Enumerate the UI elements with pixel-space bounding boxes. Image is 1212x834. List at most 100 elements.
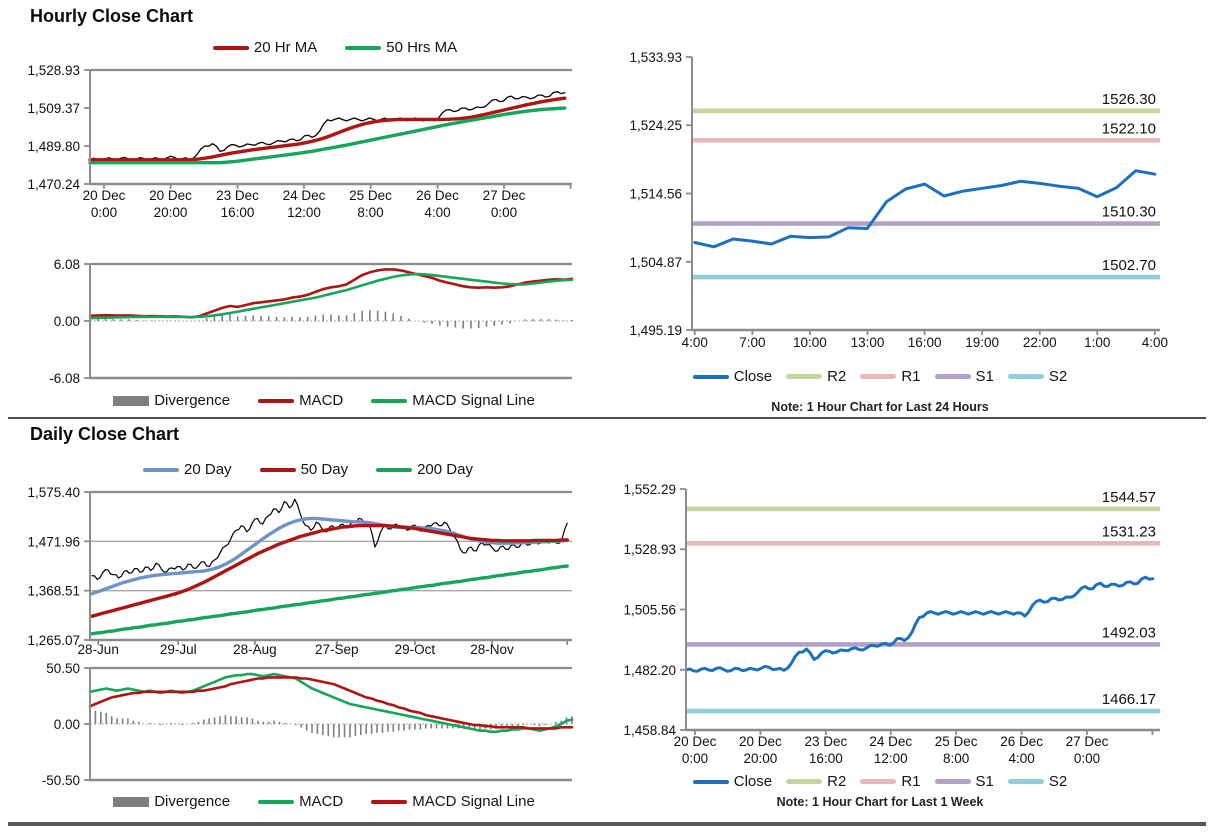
svg-text:7:00: 7:00 (739, 335, 765, 350)
legend-label: 20 Day (184, 461, 232, 478)
macd-swatch-icon (258, 799, 295, 804)
section-divider (8, 417, 1206, 419)
legend-label: R2 (827, 368, 847, 385)
legend-label: R2 (827, 773, 847, 790)
svg-text:16:00: 16:00 (221, 205, 255, 220)
daily-ma-legend: 20 Day 50 Day 200 Day (88, 461, 528, 478)
svg-text:1,489.80: 1,489.80 (27, 139, 80, 154)
svg-text:23 Dec: 23 Dec (804, 734, 847, 749)
legend-item: 20 Day (143, 461, 232, 478)
legend-label: MACD (299, 392, 344, 409)
svg-text:1,482.20: 1,482.20 (623, 663, 676, 678)
legend-item: Close (692, 773, 772, 790)
legend-item: R2 (786, 773, 846, 790)
ma20day-swatch-icon (143, 467, 180, 472)
svg-text:27-Sep: 27-Sep (315, 642, 359, 657)
svg-text:1,524.25: 1,524.25 (629, 118, 682, 133)
legend-item: 50 Day (259, 461, 349, 478)
s1-swatch-icon (934, 374, 971, 379)
svg-text:6.08: 6.08 (54, 257, 80, 272)
legend-item: Close (692, 368, 772, 385)
svg-text:23 Dec: 23 Dec (216, 188, 259, 203)
svg-text:1,505.56: 1,505.56 (623, 603, 676, 618)
r1-swatch-icon (860, 779, 897, 784)
svg-text:4:00: 4:00 (424, 205, 450, 220)
svg-text:12:00: 12:00 (874, 751, 908, 766)
legend-item: MACD Signal Line (371, 793, 535, 810)
legend-item: R2 (786, 368, 846, 385)
legend-item: R1 (860, 368, 921, 385)
legend-label: S1 (975, 773, 994, 790)
svg-text:1,552.29: 1,552.29 (623, 482, 676, 497)
legend-label: S2 (1048, 368, 1068, 385)
svg-text:26 Dec: 26 Dec (416, 188, 459, 203)
svg-text:1,509.37: 1,509.37 (27, 101, 80, 116)
svg-text:0.00: 0.00 (54, 314, 80, 329)
legend-label: MACD Signal Line (412, 793, 535, 810)
s1-swatch-icon (934, 779, 971, 784)
svg-text:1:00: 1:00 (1084, 335, 1110, 350)
svg-text:50.50: 50.50 (46, 661, 80, 676)
svg-text:0:00: 0:00 (1074, 751, 1100, 766)
svg-text:20:00: 20:00 (154, 205, 188, 220)
svg-text:1502.70: 1502.70 (1102, 257, 1156, 274)
hourly-macd-chart: 6.08 0.00 -6.08 (49, 257, 574, 384)
hourly-pivot-chart: 1526.30 1522.10 1510.30 1502.70 1,533.93 1,52… (629, 50, 1168, 350)
hourly-macd-legend: Divergence MACD MACD Signal Line (88, 392, 560, 409)
svg-text:-6.08: -6.08 (49, 371, 80, 384)
svg-text:22:00: 22:00 (1023, 335, 1057, 350)
legend-item: 50 Hrs MA (345, 39, 457, 56)
divergence-swatch-icon (113, 395, 150, 406)
weekly-pivot-chart: 1544.57 1531.23 1492.03 1466.17 1,552.29 1,52… (623, 482, 1160, 766)
legend-label: 50 Hrs MA (386, 39, 458, 56)
daily-macd-legend: Divergence MACD MACD Signal Line (88, 793, 560, 810)
svg-text:1,495.19: 1,495.19 (629, 323, 682, 338)
daily-section-title: Daily Close Chart (30, 424, 180, 444)
svg-text:20 Dec: 20 Dec (739, 734, 782, 749)
legend-label: MACD Signal Line (412, 392, 535, 409)
r2-swatch-icon (786, 779, 823, 784)
legend-label: MACD (299, 793, 344, 810)
daily-macd-chart: 50.50 0.00 -50.50 (42, 661, 574, 788)
legend-label: S1 (975, 368, 994, 385)
legend-label: Divergence (154, 793, 231, 810)
svg-text:-50.50: -50.50 (42, 773, 80, 788)
svg-text:4:00: 4:00 (1008, 751, 1034, 766)
legend-label: R1 (901, 773, 921, 790)
svg-text:1,470.24: 1,470.24 (27, 177, 80, 192)
legend-label: 50 Day (300, 461, 349, 478)
svg-text:20:00: 20:00 (744, 751, 778, 766)
svg-text:0:00: 0:00 (682, 751, 708, 766)
svg-text:20 Dec: 20 Dec (149, 188, 192, 203)
legend-item: R1 (860, 773, 921, 790)
ma50day-swatch-icon (259, 467, 296, 472)
macd-signal-swatch-icon (371, 799, 408, 804)
svg-text:0.00: 0.00 (54, 717, 80, 732)
legend-item: S1 (934, 773, 994, 790)
svg-text:1,514.56: 1,514.56 (629, 187, 682, 202)
legend-label: 20 Hr MA (253, 39, 318, 56)
svg-text:1531.23: 1531.23 (1102, 523, 1156, 540)
divergence-swatch-icon (113, 796, 150, 807)
legend-label: R1 (901, 368, 921, 385)
close-swatch-icon (692, 779, 729, 784)
hourly-pivot-note: Note: 1 Hour Chart for Last 24 Hours (771, 400, 989, 414)
close-swatch-icon (692, 374, 729, 379)
svg-text:29-Jul: 29-Jul (160, 642, 197, 657)
svg-text:1,504.87: 1,504.87 (629, 255, 682, 270)
ma50hr-swatch-icon (345, 45, 382, 50)
svg-text:1,533.93: 1,533.93 (629, 50, 682, 65)
svg-text:26 Dec: 26 Dec (1000, 734, 1043, 749)
hourly-section-title: Hourly Close Chart (30, 6, 194, 26)
ma20hr-swatch-icon (212, 45, 249, 50)
legend-item: S1 (934, 368, 994, 385)
svg-text:19:00: 19:00 (965, 335, 999, 350)
legend-item: 200 Day (376, 461, 473, 478)
svg-text:1466.17: 1466.17 (1102, 691, 1156, 708)
legend-item: S2 (1007, 773, 1067, 790)
macd-signal-swatch-icon (371, 398, 408, 403)
legend-item: MACD (258, 392, 343, 409)
svg-text:1492.03: 1492.03 (1102, 624, 1156, 641)
svg-text:1,458.84: 1,458.84 (623, 723, 676, 738)
